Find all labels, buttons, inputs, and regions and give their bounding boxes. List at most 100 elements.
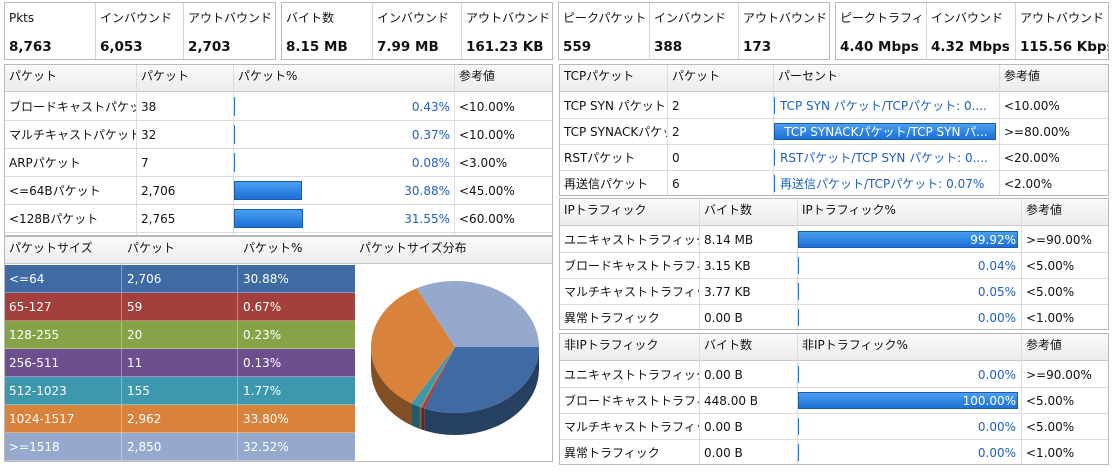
table-row[interactable]: RSTパケット 0 RSTパケット/TCP SYN パケット: 0.... <20.0… xyxy=(560,145,1108,171)
table-row[interactable]: 128-255 20 0.23% xyxy=(5,321,355,349)
table-row[interactable]: ユニキャストトラフィック 0.00 B 0.00% >=90.00% xyxy=(560,362,1108,388)
row-count: 20 xyxy=(123,321,238,348)
percent-bar xyxy=(234,97,235,116)
table-row[interactable]: >=1518 2,850 32.52% xyxy=(5,433,355,461)
table-row[interactable]: マルチキャストトラフィック 0.00 B 0.00% <5.00% xyxy=(560,414,1108,440)
percent-bar-cell xyxy=(234,177,454,204)
percent-bar-cell xyxy=(234,205,454,232)
size-range: <=64 xyxy=(5,265,122,292)
row-name: <=64Bパケット xyxy=(9,184,101,198)
pie-side xyxy=(371,347,412,426)
table-row[interactable]: ユニキャストトラフィック 8.14 MB 99.92% >=90.00% xyxy=(560,227,1108,253)
column-header[interactable]: パケット% xyxy=(238,69,298,83)
percent-bar-cell xyxy=(798,227,1020,252)
column-header[interactable]: パケット xyxy=(127,241,176,255)
row-reference: <1.00% xyxy=(1026,310,1075,325)
column-header[interactable]: パーセント xyxy=(778,69,839,83)
packet-table: パケット パケット パケット% 参考値 ブロードキャストパケット 38 0.43% <… xyxy=(4,64,553,236)
column-header[interactable]: パケット xyxy=(9,69,58,83)
table-row[interactable]: 512-1023 155 1.77% xyxy=(5,377,355,405)
column-header[interactable]: バイト数 xyxy=(704,203,753,217)
table-row[interactable]: <=64 2,706 30.88% xyxy=(5,265,355,293)
row-reference: <3.00% xyxy=(459,155,508,170)
table-row[interactable]: TCP SYNACKパケット 2 TCP SYNACKパケット/TCP SYN パ.… xyxy=(560,119,1108,145)
stat-label: Pkts xyxy=(9,11,35,25)
stat-cell: アウトバウンド 173 xyxy=(739,3,829,59)
row-name: ブロードキャストトラフィック xyxy=(564,394,699,408)
row-percent: 0.23% xyxy=(243,327,282,342)
percent-bar-cell xyxy=(234,121,454,148)
row-name: 再送信パケット xyxy=(564,177,649,191)
row-bytes: 0.00 B xyxy=(704,445,743,460)
table-row[interactable]: 再送信パケット 6 再送信パケット/TCPパケット: 0.07% <2.00% xyxy=(560,171,1108,195)
table-row[interactable]: マルチキャストトラフィック 3.77 KB 0.05% <5.00% xyxy=(560,279,1108,305)
column-header[interactable]: IPトラフィック% xyxy=(802,203,896,217)
row-count: 155 xyxy=(123,377,238,404)
row-name: RSTパケット xyxy=(564,151,636,165)
packet-size-table: パケットサイズ パケット パケット% パケットサイズ分布 <=64 2,706 30… xyxy=(4,236,553,462)
stat-value: 4.32 Mbps xyxy=(931,39,1010,55)
row-percent: 32.52% xyxy=(243,439,289,454)
pie-slice-65-127[interactable] xyxy=(421,347,455,409)
percent-bar xyxy=(774,123,996,140)
pie-slice-128-255[interactable] xyxy=(420,347,455,408)
peak-packet-stat-box: ピークパケット 559 インバウンド 388 アウトバウンド 173 xyxy=(558,2,830,60)
table-row[interactable]: ARPパケット 7 0.08% <3.00% xyxy=(5,149,552,177)
percent-bar xyxy=(774,175,775,192)
table-row[interactable]: マルチキャストパケット 32 0.37% <10.00% xyxy=(5,121,552,149)
column-header[interactable]: パケット% xyxy=(243,241,303,255)
column-header[interactable]: パケット xyxy=(672,69,721,83)
row-percent: 0.37% xyxy=(411,127,450,142)
stat-value: 6,053 xyxy=(100,39,143,55)
row-bytes: 8.14 MB xyxy=(704,232,754,247)
column-header[interactable]: TCPパケット xyxy=(564,69,635,83)
row-name: ユニキャストトラフィック xyxy=(564,368,699,382)
column-header[interactable]: パケットサイズ分布 xyxy=(359,241,467,255)
column-header[interactable]: IPトラフィック xyxy=(564,203,647,217)
pie-slice-<=64[interactable] xyxy=(424,347,539,413)
pie-slice->=1518[interactable] xyxy=(416,281,539,347)
row-bytes: 0.00 B xyxy=(704,419,743,434)
table-row[interactable]: 異常トラフィック 0.00 B 0.00% <1.00% xyxy=(560,440,1108,464)
tcp-table: TCPパケット パケット パーセント 参考値 TCP SYN パケット 2 TCP … xyxy=(559,64,1109,196)
column-header[interactable]: 非IPトラフィック xyxy=(564,338,659,352)
row-name: ユニキャストトラフィック xyxy=(564,233,699,247)
table-row[interactable]: 65-127 59 0.67% xyxy=(5,293,355,321)
table-row[interactable]: <128Bパケット 2,765 31.55% <60.00% xyxy=(5,205,552,233)
row-percent: 0.00% xyxy=(977,310,1016,325)
pie-slice-1024-1517[interactable] xyxy=(370,288,455,404)
column-header[interactable]: 参考値 xyxy=(459,69,496,83)
column-header[interactable]: バイト数 xyxy=(704,338,753,352)
table-row[interactable]: ブロードキャストトラフィック 448.00 B 100.00% <5.00% xyxy=(560,388,1108,414)
column-header[interactable]: パケット xyxy=(141,69,190,83)
column-header[interactable]: 参考値 xyxy=(1004,69,1041,83)
size-range: 256-511 xyxy=(5,349,122,376)
row-reference: <10.00% xyxy=(1004,98,1060,113)
percent-bar-cell xyxy=(798,279,1020,304)
pie-side xyxy=(421,407,425,431)
column-header[interactable]: 参考値 xyxy=(1026,338,1063,352)
size-range: 512-1023 xyxy=(5,377,122,404)
stat-cell: バイト数 8.15 MB xyxy=(282,3,373,59)
row-reference: <5.00% xyxy=(1026,258,1075,273)
percent-bar-cell xyxy=(234,93,454,120)
column-header[interactable]: パケットサイズ xyxy=(9,241,93,255)
table-row[interactable]: 1024-1517 2,962 33.80% xyxy=(5,405,355,433)
pie-slice-512-1023[interactable] xyxy=(411,347,455,407)
stat-cell: アウトバウンド 115.56 Kbps xyxy=(1016,3,1108,59)
row-reference: <5.00% xyxy=(1026,393,1075,408)
column-header[interactable]: 非IPトラフィック% xyxy=(802,338,908,352)
size-range: >=1518 xyxy=(5,433,122,460)
table-row[interactable]: <=64Bパケット 2,706 30.88% <45.00% xyxy=(5,177,552,205)
column-header[interactable]: 参考値 xyxy=(1026,203,1063,217)
row-count: 6 xyxy=(672,176,680,191)
pie-slice-256-511[interactable] xyxy=(419,347,455,408)
row-percent: 30.88% xyxy=(404,183,450,198)
row-reference: <10.00% xyxy=(459,99,515,114)
table-row[interactable]: ブロードキャストトラフィック 3.15 KB 0.04% <5.00% xyxy=(560,253,1108,279)
size-range: 1024-1517 xyxy=(5,405,122,432)
table-row[interactable]: ブロードキャストパケット 38 0.43% <10.00% xyxy=(5,93,552,121)
table-row[interactable]: 256-511 11 0.13% xyxy=(5,349,355,377)
table-row[interactable]: 異常トラフィック 0.00 B 0.00% <1.00% xyxy=(560,305,1108,329)
table-row[interactable]: TCP SYN パケット 2 TCP SYN パケット/TCPパケット: 0....… xyxy=(560,93,1108,119)
